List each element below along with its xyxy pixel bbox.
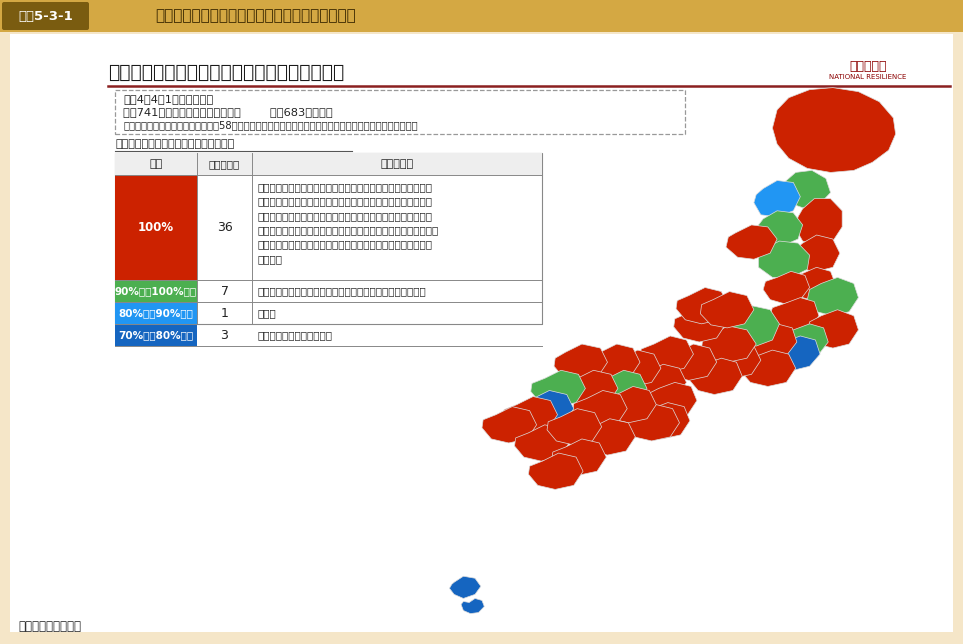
Bar [0, 0, 963, 32]
Polygon shape [706, 342, 761, 379]
Bar [115, 153, 542, 175]
Polygon shape [726, 225, 777, 260]
Polygon shape [745, 324, 796, 358]
Text: 3: 3 [221, 328, 228, 341]
Polygon shape [602, 386, 656, 422]
Text: 山形県、福島県、茨城県、東京都、長野県、岡山県、山口県: 山形県、福島県、茨城県、東京都、長野県、岡山県、山口県 [257, 286, 426, 296]
Text: NATIONAL RESILIENCE: NATIONAL RESILIENCE [829, 74, 907, 80]
Text: 市区町村の国土強靱化地域計画の策定率マップ: 市区町村の国土強靱化地域計画の策定率マップ [108, 62, 344, 82]
Bar [115, 175, 197, 280]
Polygon shape [503, 397, 558, 433]
Text: 36: 36 [217, 221, 232, 234]
Text: 70%以上80%未満: 70%以上80%未満 [118, 330, 194, 340]
Text: 北海道、青森県、岩手県、宮城県、栃木県、群馬県、埼玉県、
千葉県、新潟県、富山県、石川県、福井県、山梨県、岐阜県、
静岡県、愛知県、三重県、滋賀県、京都府、大阪: 北海道、青森県、岩手県、宮城県、栃木県、群馬県、埼玉県、 千葉県、新潟県、富山県… [257, 182, 438, 264]
Text: 令和4年4月1日現在の状況: 令和4年4月1日現在の状況 [123, 94, 213, 104]
Polygon shape [552, 439, 607, 475]
Bar [115, 153, 542, 324]
Polygon shape [531, 370, 586, 406]
Text: 市区町村における国土強靱化地域計画の策定状況: 市区町村における国土強靱化地域計画の策定状況 [155, 8, 355, 23]
Polygon shape [554, 344, 608, 381]
FancyBboxPatch shape [2, 2, 89, 30]
Text: 80%以上90%未満: 80%以上90%未満 [118, 308, 194, 318]
Text: 出典：内閣官房資料: 出典：内閣官房資料 [18, 620, 81, 632]
Polygon shape [640, 336, 693, 372]
Polygon shape [772, 88, 896, 173]
Polygon shape [702, 326, 756, 362]
Polygon shape [547, 409, 602, 445]
Polygon shape [700, 292, 754, 328]
Polygon shape [778, 324, 828, 358]
Bar [115, 280, 197, 302]
Polygon shape [632, 365, 687, 401]
Text: 都道府県別　策定済みの市区町村の割合: 都道府県別 策定済みの市区町村の割合 [115, 139, 234, 149]
Polygon shape [807, 310, 858, 348]
Polygon shape [769, 298, 819, 332]
Text: 策定中（予定含む）　58市区町村　　　＜参考＞都道府県、政令指定都市：全団体で策定済み: 策定中（予定含む） 58市区町村 ＜参考＞都道府県、政令指定都市：全団体で策定済… [123, 120, 418, 130]
Polygon shape [663, 344, 716, 381]
Text: 1: 1 [221, 307, 228, 319]
Text: 都道府県数: 都道府県数 [209, 159, 240, 169]
Polygon shape [625, 404, 680, 441]
Polygon shape [636, 402, 690, 439]
Polygon shape [807, 278, 858, 316]
Bar [115, 324, 197, 346]
Polygon shape [782, 171, 830, 208]
Text: １，741市区町村のうち、策定済み        １，683市区町村: １，741市区町村のうち、策定済み １，683市区町村 [123, 107, 333, 117]
Polygon shape [563, 370, 618, 406]
Polygon shape [794, 235, 840, 271]
Polygon shape [519, 390, 574, 427]
Polygon shape [795, 198, 843, 245]
Polygon shape [514, 425, 569, 461]
Text: 国土強靱化: 国土強靱化 [849, 59, 887, 73]
Polygon shape [674, 306, 726, 342]
Text: 90%以上100%未満: 90%以上100%未満 [115, 286, 197, 296]
Polygon shape [676, 287, 728, 324]
Text: 都道府県名: 都道府県名 [380, 159, 413, 169]
Polygon shape [607, 350, 661, 386]
Polygon shape [581, 419, 636, 455]
Polygon shape [769, 336, 820, 370]
Text: 秋田県: 秋田県 [257, 308, 275, 318]
Polygon shape [689, 358, 742, 395]
Polygon shape [529, 453, 583, 489]
Polygon shape [759, 241, 810, 278]
Polygon shape [643, 383, 697, 419]
Polygon shape [586, 344, 640, 381]
Polygon shape [573, 390, 627, 427]
Bar [115, 302, 197, 324]
Polygon shape [723, 306, 779, 346]
Polygon shape [482, 406, 536, 443]
Text: 100%: 100% [138, 221, 174, 234]
Polygon shape [740, 350, 795, 386]
Polygon shape [789, 267, 835, 299]
Polygon shape [763, 271, 810, 304]
Text: 割合: 割合 [149, 159, 163, 169]
Polygon shape [450, 576, 481, 598]
Bar [115, 90, 685, 134]
Text: 神奈川県、福岡県、沖縄県: 神奈川県、福岡県、沖縄県 [257, 330, 332, 340]
Polygon shape [757, 211, 803, 245]
Polygon shape [592, 370, 647, 406]
Text: 7: 7 [221, 285, 228, 298]
Polygon shape [461, 598, 484, 614]
Polygon shape [754, 180, 800, 217]
Text: 図表5-3-1: 図表5-3-1 [18, 10, 73, 23]
